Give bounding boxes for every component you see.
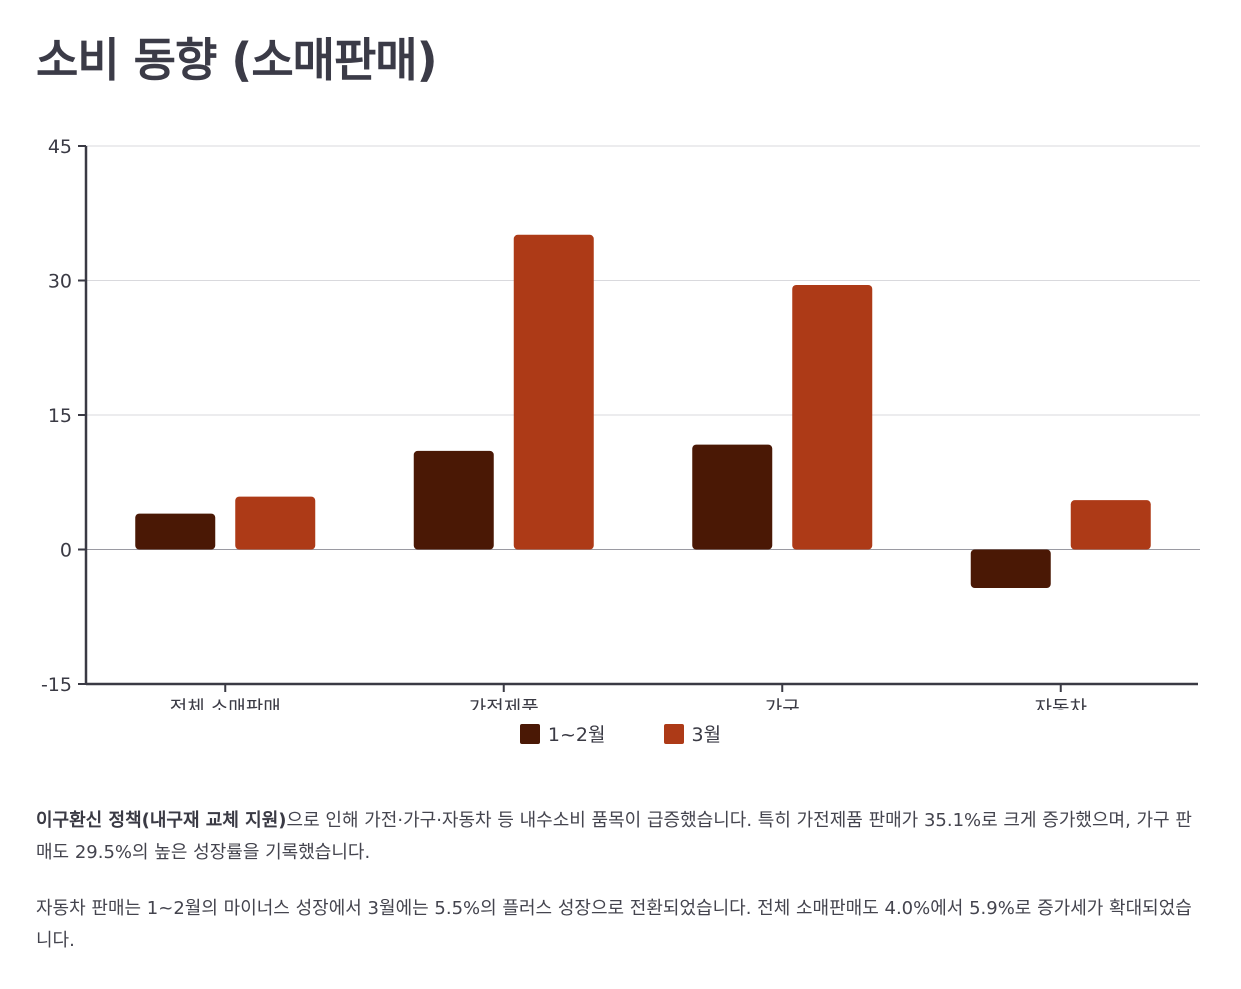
bar-1-3	[692, 444, 773, 550]
legend-item-series-2[interactable]: 3월	[663, 720, 722, 747]
bar-chart: 45 30 15 0 -15 전체 소매판매 가전제품 가구 자동차	[41, 136, 1200, 710]
legend-label-series-2: 3월	[691, 724, 722, 746]
legend-swatch-series-2	[663, 723, 684, 744]
x-tick-label: 자동차	[1035, 697, 1087, 710]
y-tick-label: 30	[48, 271, 72, 293]
page-title: 소비 동향 (소매판매)	[36, 33, 438, 87]
chart-legend: 1~2월 3월	[0, 720, 1241, 747]
legend-label-series-1: 1~2월	[547, 724, 606, 746]
y-tick-label: -15	[41, 674, 72, 696]
bar-2-3	[792, 284, 873, 550]
description-text-1: 으로 인해 가전·가구·자동차 등 내수소비 품목이 급증했습니다. 특히 가전…	[36, 810, 1192, 863]
description-paragraph-2: 자동차 판매는 1~2월의 마이너스 성장에서 3월에는 5.5%의 플러스 성…	[36, 898, 1192, 951]
x-tick-label: 가전제품	[469, 697, 539, 710]
x-tick-label: 가구	[765, 697, 800, 710]
y-tick-label: 15	[48, 405, 72, 427]
bar-2-4	[1070, 500, 1151, 550]
description-paragraph-1: 이구환신 정책(내구재 교체 지원)으로 인해 가전·가구·자동차 등 내수소비…	[36, 805, 1201, 869]
y-tick-label: 0	[60, 540, 72, 562]
bar-2-1	[235, 496, 316, 550]
bar-1-4	[970, 549, 1051, 589]
bar-1-1	[135, 513, 216, 550]
x-tick-label: 전체 소매판매	[170, 697, 281, 710]
legend-item-series-1[interactable]: 1~2월	[519, 720, 606, 747]
description-highlight: 이구환신 정책(내구재 교체 지원)	[36, 810, 287, 831]
bar-1-2	[413, 450, 494, 550]
bar-2-2	[513, 234, 594, 550]
legend-swatch-series-1	[519, 723, 540, 744]
y-tick-label: 45	[48, 136, 72, 158]
